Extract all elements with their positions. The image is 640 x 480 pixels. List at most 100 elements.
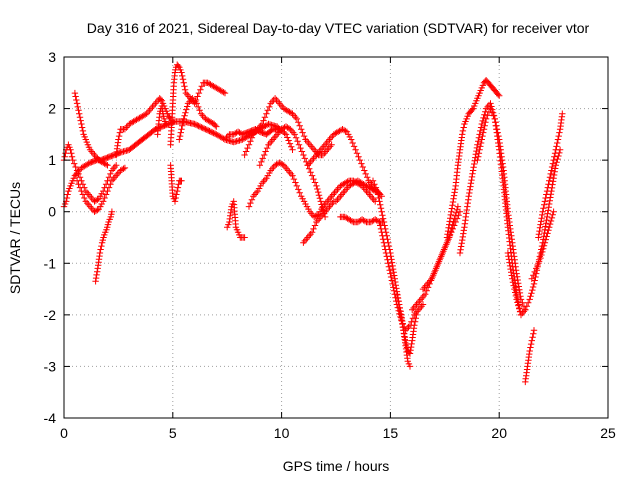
x-axis-label: GPS time / hours bbox=[283, 458, 390, 474]
data-point bbox=[306, 232, 313, 239]
data-point bbox=[447, 215, 454, 222]
data-point bbox=[543, 187, 551, 195]
data-point bbox=[294, 138, 301, 145]
data-point bbox=[514, 299, 521, 306]
data-point bbox=[454, 203, 462, 210]
data-point bbox=[513, 270, 520, 277]
data-point bbox=[107, 181, 114, 188]
data-points bbox=[60, 61, 566, 386]
data-point bbox=[386, 267, 393, 274]
data-point bbox=[527, 293, 534, 300]
data-point bbox=[300, 132, 308, 140]
data-point bbox=[511, 285, 518, 293]
data-point bbox=[361, 218, 369, 225]
data-point bbox=[174, 187, 181, 195]
y-tick-label: -3 bbox=[44, 358, 57, 374]
data-point bbox=[374, 187, 381, 195]
data-point bbox=[311, 222, 319, 229]
data-point bbox=[196, 107, 203, 114]
plot-frame bbox=[63, 56, 609, 419]
data-point bbox=[113, 172, 120, 179]
data-point bbox=[396, 304, 403, 312]
data-point bbox=[304, 234, 311, 241]
data-point bbox=[526, 347, 533, 355]
data-point bbox=[529, 283, 537, 291]
data-point bbox=[509, 275, 516, 282]
data-point bbox=[391, 272, 398, 279]
data-point bbox=[171, 198, 179, 205]
data-point bbox=[543, 191, 550, 198]
data-point bbox=[387, 273, 395, 281]
data-point bbox=[384, 256, 391, 263]
data-point bbox=[293, 115, 300, 123]
data-point bbox=[387, 270, 394, 277]
data-point bbox=[543, 216, 550, 224]
data-point bbox=[78, 124, 86, 131]
data-point bbox=[291, 131, 298, 138]
data-point bbox=[104, 162, 111, 169]
data-point bbox=[298, 148, 306, 155]
data-point bbox=[507, 265, 514, 273]
data-point bbox=[68, 153, 76, 160]
data-point bbox=[452, 212, 459, 219]
data-point bbox=[494, 129, 501, 136]
data-point bbox=[311, 179, 319, 186]
data-point bbox=[537, 254, 544, 262]
data-point bbox=[182, 89, 190, 97]
data-point bbox=[281, 129, 288, 137]
data-point bbox=[273, 96, 280, 104]
data-point bbox=[258, 120, 266, 128]
data-point bbox=[554, 136, 562, 143]
data-point bbox=[282, 131, 290, 138]
data-point bbox=[203, 126, 210, 133]
data-point bbox=[328, 141, 335, 148]
data-point bbox=[242, 148, 250, 155]
data-point bbox=[68, 150, 75, 157]
data-point bbox=[100, 198, 107, 205]
data-point bbox=[539, 208, 546, 215]
data-point bbox=[194, 93, 201, 100]
data-point bbox=[256, 162, 263, 169]
data-point bbox=[85, 160, 92, 167]
data-point bbox=[241, 151, 248, 159]
data-point bbox=[450, 192, 458, 199]
data-point bbox=[530, 272, 537, 279]
data-point bbox=[64, 191, 71, 198]
data-point bbox=[183, 106, 190, 113]
data-point bbox=[531, 277, 538, 284]
data-point bbox=[102, 161, 110, 168]
data-point bbox=[195, 103, 202, 111]
data-point bbox=[277, 160, 285, 167]
data-point bbox=[263, 144, 271, 152]
data-point bbox=[180, 115, 187, 123]
data-point bbox=[540, 242, 548, 249]
data-point bbox=[206, 127, 213, 135]
data-point bbox=[374, 191, 382, 198]
data-point bbox=[261, 151, 268, 159]
data-point bbox=[176, 132, 184, 140]
data-point bbox=[548, 167, 555, 174]
data-point bbox=[272, 132, 279, 140]
data-point bbox=[522, 306, 529, 313]
data-point bbox=[390, 287, 398, 294]
data-point bbox=[512, 292, 520, 300]
data-point bbox=[98, 242, 105, 250]
data-point bbox=[383, 253, 390, 260]
data-point bbox=[376, 218, 383, 226]
data-point bbox=[541, 198, 549, 205]
data-point bbox=[292, 179, 299, 186]
data-point bbox=[506, 259, 513, 266]
data-point bbox=[205, 127, 212, 134]
x-tick-label: 20 bbox=[491, 425, 507, 441]
data-point bbox=[73, 177, 81, 184]
data-point bbox=[476, 146, 483, 153]
data-point bbox=[495, 132, 502, 140]
data-point bbox=[114, 170, 121, 178]
data-point bbox=[546, 200, 553, 208]
data-point bbox=[400, 327, 407, 334]
data-point bbox=[515, 280, 522, 287]
data-point bbox=[179, 72, 186, 80]
data-point bbox=[61, 153, 68, 160]
data-point bbox=[146, 107, 153, 114]
data-point bbox=[405, 323, 412, 331]
